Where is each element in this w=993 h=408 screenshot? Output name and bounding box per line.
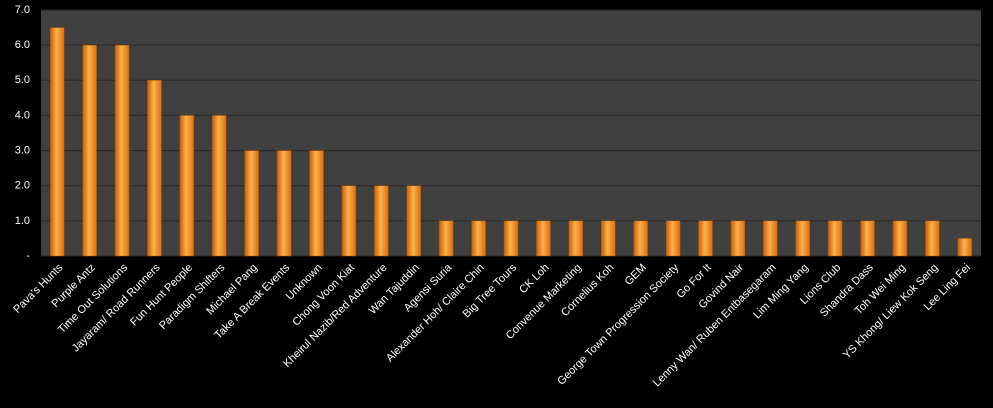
y-tick-label: 5.0 [15, 74, 30, 86]
bar [763, 220, 778, 257]
y-tick-label: 2.0 [15, 180, 30, 192]
bar [309, 150, 324, 257]
bar [957, 238, 973, 257]
bar [374, 185, 389, 257]
y-tick-label: 7.0 [15, 4, 30, 16]
bar [795, 220, 810, 257]
bar [536, 220, 551, 257]
bar [860, 220, 875, 257]
bar [503, 220, 519, 257]
y-tick-label: 1.0 [15, 215, 30, 227]
y-tick-label: 3.0 [15, 144, 30, 156]
bar [244, 150, 259, 257]
bar [212, 115, 227, 257]
bar [179, 115, 195, 257]
plot-area [41, 10, 981, 256]
bar [925, 220, 940, 257]
bar [147, 80, 162, 257]
bar [568, 220, 584, 257]
bar [827, 220, 843, 257]
bar [730, 220, 746, 257]
bar [471, 220, 486, 257]
y-tick-label: 4.0 [15, 109, 30, 121]
bar [49, 27, 65, 257]
y-tick-label: - [26, 250, 30, 262]
bar [276, 150, 292, 257]
y-tick-label: 6.0 [15, 39, 30, 51]
bar [438, 220, 454, 257]
bar [892, 220, 908, 257]
x-tick-label: GEM [623, 262, 649, 288]
bar [600, 220, 616, 257]
bar [665, 220, 681, 257]
bar [406, 185, 422, 257]
bar [698, 220, 713, 257]
bar [341, 185, 357, 257]
bar [82, 44, 97, 257]
bar [633, 220, 648, 257]
bar [114, 44, 130, 257]
